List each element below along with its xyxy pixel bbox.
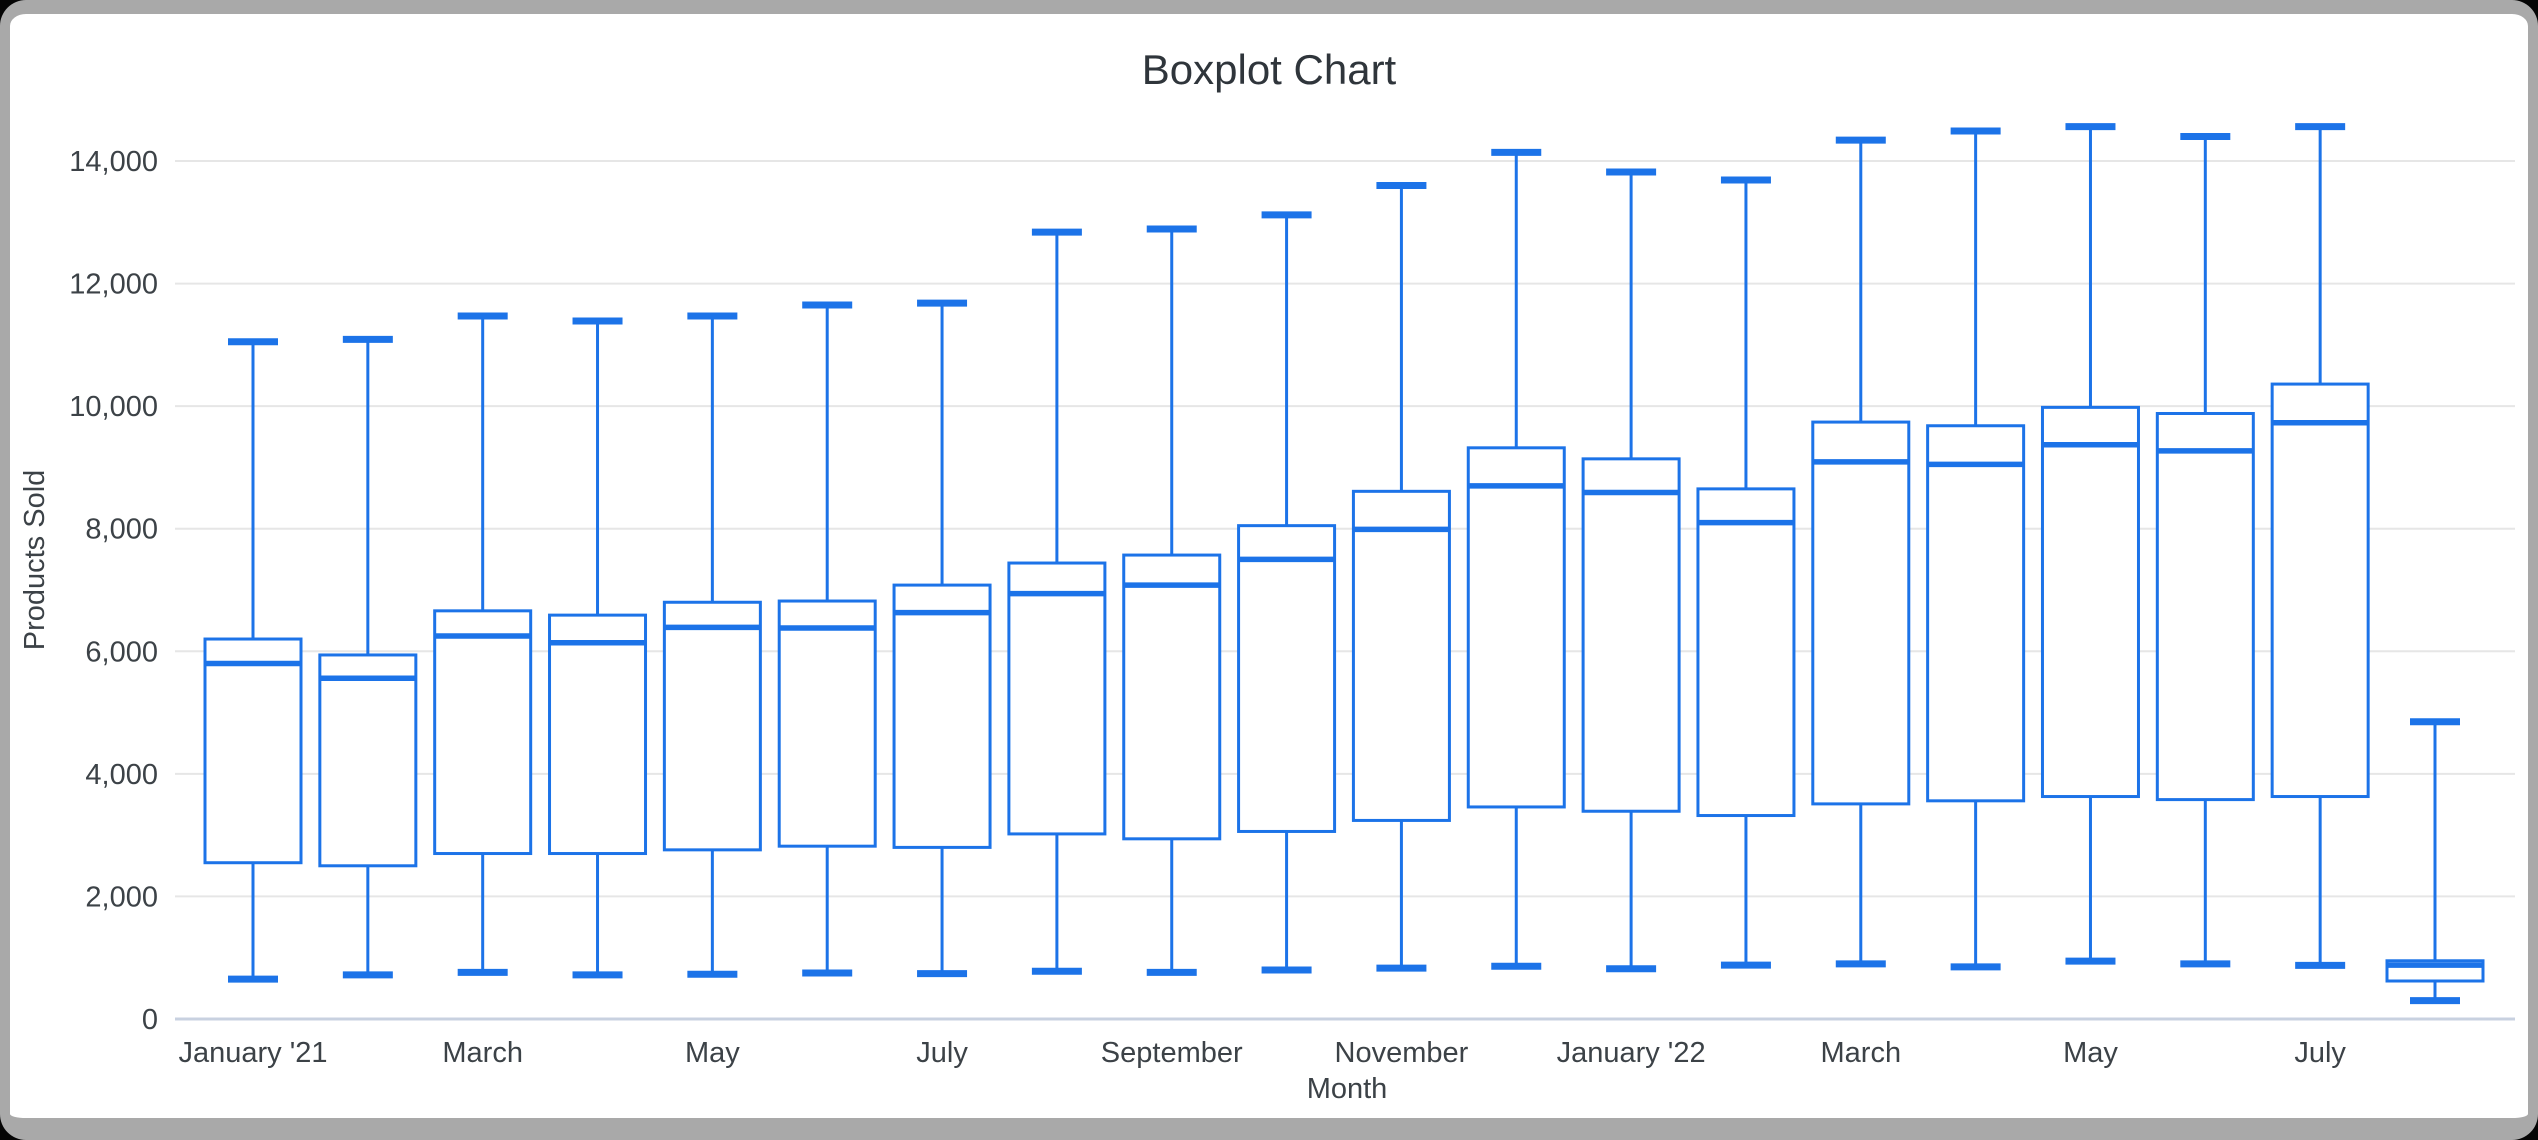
iqr-box — [1237, 524, 1337, 833]
y-tick-label: 10,000 — [69, 391, 158, 423]
iqr-box — [1351, 489, 1451, 822]
boxplot-group-15 — [1811, 136, 1911, 968]
x-tick-label: March — [1821, 1037, 1902, 1069]
iqr-box — [1007, 561, 1107, 836]
chart-title: Boxplot Chart — [1142, 46, 1397, 93]
boxplot-group-20 — [2385, 718, 2485, 1005]
iqr-box — [662, 600, 762, 852]
boxplot-group-6 — [777, 301, 877, 977]
y-tick-label: 0 — [142, 1004, 158, 1036]
boxplot-group-3 — [433, 312, 533, 976]
iqr-box — [433, 609, 533, 856]
boxplot-group-11 — [1351, 182, 1451, 972]
iqr-box — [1122, 553, 1222, 841]
x-axis-title: Month — [1307, 1073, 1388, 1105]
iqr-box — [2040, 405, 2140, 799]
boxplot-group-13 — [1581, 168, 1681, 973]
boxplot-group-9 — [1122, 225, 1222, 976]
boxplot-group-4 — [548, 317, 648, 979]
boxplot-group-12 — [1466, 148, 1566, 970]
iqr-box — [1696, 487, 1796, 818]
boxplot-group-16 — [1926, 127, 2026, 971]
x-tick-label: January '21 — [178, 1037, 327, 1069]
x-tick-label: January '22 — [1557, 1037, 1706, 1069]
boxplot-group-2 — [318, 335, 418, 979]
y-axis-title: Products Sold — [19, 470, 51, 651]
boxplot-group-19 — [2270, 123, 2370, 969]
iqr-box — [318, 653, 418, 868]
x-tick-label: March — [442, 1037, 523, 1069]
iqr-box — [777, 599, 877, 848]
x-tick-label: July — [916, 1037, 968, 1069]
boxplot-group-10 — [1237, 211, 1337, 974]
x-tick-label: November — [1335, 1037, 1469, 1069]
iqr-box — [1811, 420, 1911, 806]
x-tick-label: May — [2063, 1037, 2118, 1069]
x-tick-label: July — [2294, 1037, 2346, 1069]
x-tick-label: May — [685, 1037, 740, 1069]
y-tick-label: 12,000 — [69, 269, 158, 301]
y-tick-label: 8,000 — [85, 514, 158, 546]
boxplot-series-layer — [203, 123, 2485, 1005]
iqr-box — [1581, 457, 1681, 813]
boxplot-group-5 — [662, 312, 762, 978]
x-tick-label: September — [1101, 1037, 1243, 1069]
boxplot-group-14 — [1696, 176, 1796, 969]
iqr-box — [548, 613, 648, 856]
iqr-box — [2270, 382, 2370, 799]
y-tick-label: 6,000 — [85, 636, 158, 668]
boxplot-group-17 — [2040, 123, 2140, 965]
iqr-box — [892, 583, 992, 849]
y-tick-label: 14,000 — [69, 146, 158, 178]
y-tick-label: 4,000 — [85, 759, 158, 791]
boxplot-group-8 — [1007, 228, 1107, 975]
iqr-box — [2155, 411, 2255, 802]
y-tick-label: 2,000 — [85, 881, 158, 913]
iqr-box — [203, 637, 303, 865]
boxplot-group-18 — [2155, 132, 2255, 968]
boxplot-group-1 — [203, 338, 303, 983]
iqr-box — [1926, 424, 2026, 803]
iqr-box — [1466, 446, 1566, 809]
boxplot-group-7 — [892, 299, 992, 978]
axis-tick-layer: 0 2,000 4,000 6,000 8,000 10,000 12,000 14,000 J… — [69, 146, 2346, 1069]
